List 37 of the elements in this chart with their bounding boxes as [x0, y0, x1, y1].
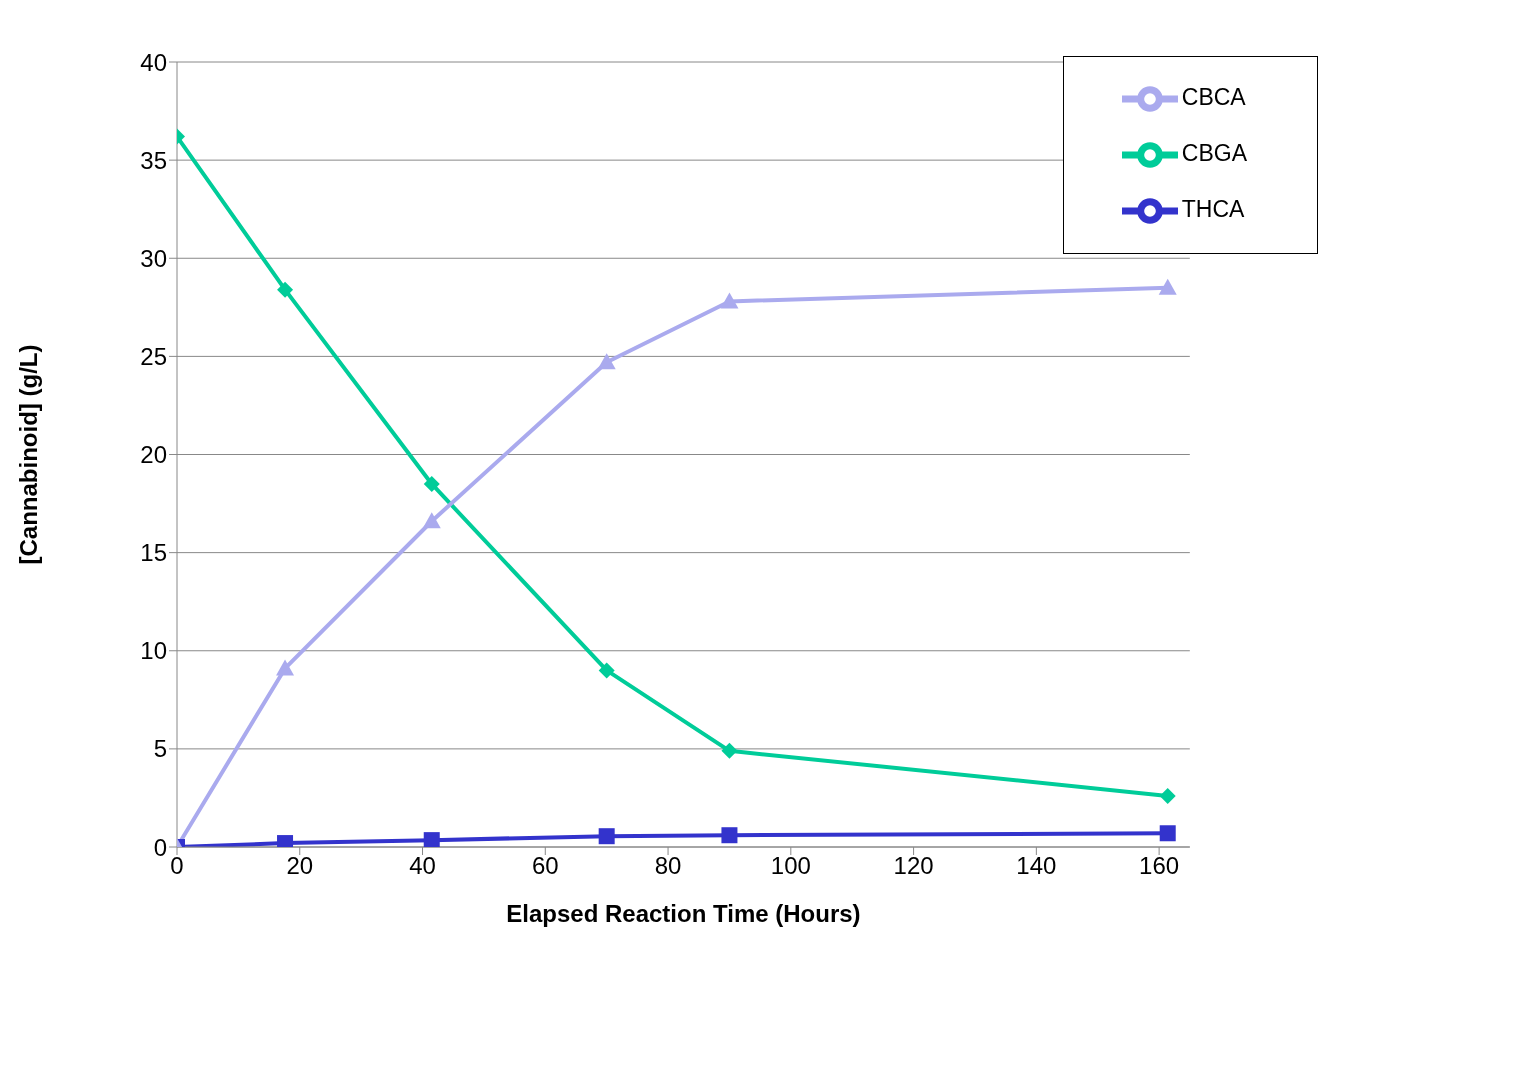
- x-tick-label: 140: [1016, 852, 1057, 880]
- y-tick-label: 0: [153, 833, 167, 861]
- point: [276, 659, 295, 676]
- legend-label: CBCA: [1181, 84, 1246, 111]
- point: [597, 353, 616, 370]
- point: [1159, 787, 1176, 804]
- point: [1158, 278, 1177, 295]
- point: [721, 827, 738, 844]
- x-tick-label: 60: [531, 852, 559, 880]
- legend-label: THCA: [1181, 196, 1245, 223]
- point: [720, 292, 739, 309]
- legend-label: CBGA: [1181, 140, 1247, 167]
- x-axis-title: Elapsed Reaction Time (Hours): [506, 900, 861, 927]
- point: [721, 742, 738, 759]
- point: [423, 832, 440, 847]
- x-tick-label: 160: [1139, 852, 1180, 880]
- point: [422, 512, 441, 529]
- y-tick-label: 40: [140, 48, 167, 76]
- y-tick-label: 30: [140, 244, 167, 272]
- x-tick-label: 100: [770, 852, 811, 880]
- x-tick-label: 0: [170, 852, 184, 880]
- point: [598, 828, 615, 845]
- point: [423, 475, 440, 492]
- y-tick-label: 15: [140, 539, 167, 567]
- y-tick-label: 10: [140, 637, 167, 665]
- y-axis-title: [Cannabinoid] (g/L): [14, 344, 42, 565]
- point: [598, 662, 615, 679]
- x-tick-label: 40: [409, 852, 436, 880]
- point: [277, 281, 294, 298]
- y-tick-label: 5: [153, 735, 167, 763]
- x-tick-label: 120: [893, 852, 934, 880]
- x-tick-label: 20: [286, 852, 314, 880]
- y-tick-label: 25: [140, 342, 167, 370]
- y-tick-label: 35: [140, 146, 167, 174]
- point: [1159, 825, 1176, 842]
- y-tick-label: 20: [140, 441, 167, 469]
- x-tick-label: 80: [654, 852, 682, 880]
